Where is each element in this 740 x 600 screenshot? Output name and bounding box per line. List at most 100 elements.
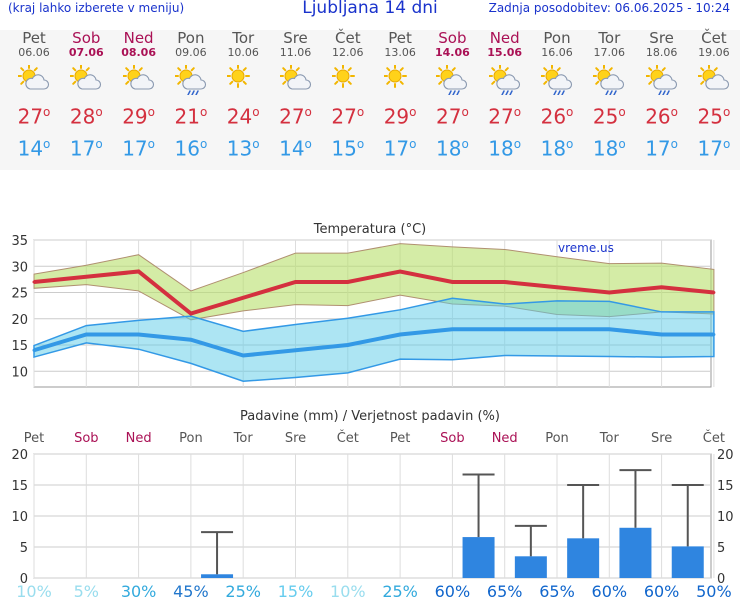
- temp-chart-title: Temperatura (°C): [313, 222, 426, 237]
- precip-ytick-left: 20: [11, 448, 28, 463]
- day-date: 07.06: [68, 46, 104, 59]
- temp-max-point: [241, 296, 245, 300]
- temp-max-point: [294, 280, 297, 284]
- precip-ytick-right: 15: [717, 479, 734, 494]
- day-date: 19.06: [698, 46, 730, 59]
- sun-cloud-rain-icon: [174, 65, 206, 95]
- day-date: 16.06: [541, 46, 573, 59]
- forecast-day: Pon 09.06 21o 16o: [165, 29, 217, 160]
- forecast-day: Sob 07.06 28o 17o: [60, 30, 112, 161]
- temp-min-point: [555, 327, 559, 331]
- temp-min: 17o: [645, 136, 678, 161]
- precip-bar: [619, 527, 652, 578]
- temp-min-point: [346, 343, 350, 347]
- temp-min-point: [241, 354, 245, 357]
- day-date: 18.06: [645, 46, 678, 59]
- day-date: 08.06: [121, 46, 156, 59]
- precip-xtick-label: Sob: [440, 431, 464, 446]
- sun-cloud-rain-icon: [593, 65, 625, 95]
- precip-probability: 25%: [382, 582, 418, 600]
- temp-max-point: [607, 291, 611, 294]
- forecast-day: Pon 16.06 26o 18o: [531, 29, 583, 161]
- precip-probability: 65%: [539, 582, 575, 600]
- forecast-day: Čet 12.06 27o 15o: [322, 29, 374, 161]
- temp-max-point: [189, 312, 193, 315]
- temp-min: 17o: [69, 136, 103, 161]
- day-name: Pet: [22, 29, 46, 47]
- day-date: 15.06: [487, 46, 523, 59]
- precip-bar: [201, 574, 234, 578]
- sun-cloud-rain-icon: [541, 65, 573, 95]
- precip-ytick-right: 0: [717, 572, 725, 587]
- precip-bar: [462, 537, 495, 578]
- day-date: 12.06: [332, 46, 364, 59]
- forecast-day: Čet 19.06 25o 17o: [688, 30, 740, 161]
- precip-probability: 65%: [487, 582, 523, 600]
- temp-min: 18o: [488, 136, 522, 161]
- day-name: Sre: [283, 29, 308, 47]
- temp-ytick-label: 20: [11, 313, 28, 328]
- temp-max: 27o: [331, 104, 365, 129]
- forecast-day: Pet 13.06 29o 17o: [374, 30, 426, 161]
- forecast-day: Tor 10.06 24o 13o: [217, 30, 269, 160]
- precip-bar: [514, 556, 547, 578]
- temp-min: 14o: [17, 136, 51, 161]
- temp-max-line: [33, 269, 715, 316]
- precip-xtick-label: Pet: [24, 431, 44, 446]
- precip-probability: 45%: [173, 582, 209, 600]
- temp-max: 29o: [383, 104, 417, 129]
- temp-ytick-label: 30: [11, 260, 28, 275]
- temp-max: 27o: [17, 104, 51, 129]
- temp-min: 17o: [697, 136, 731, 161]
- temp-min-point: [660, 333, 664, 336]
- sun-cloud-icon: [697, 65, 729, 90]
- precip-ytick-left: 15: [11, 479, 28, 494]
- day-name: Sob: [438, 29, 467, 47]
- temp-min: 17o: [383, 136, 417, 161]
- temp-ytick-label: 10: [11, 365, 28, 380]
- forecast-day: Pet 06.06 27o 14o: [8, 29, 60, 161]
- precip-bar: [671, 546, 704, 578]
- temp-min-point: [398, 333, 402, 336]
- temp-min: 15o: [331, 136, 365, 161]
- sun-cloud-icon: [122, 65, 154, 90]
- temp-max-point: [712, 291, 716, 294]
- sun-cloud-rain-icon: [436, 65, 468, 95]
- temp-min: 18o: [540, 136, 574, 161]
- temp-max: 27o: [279, 104, 312, 129]
- temp-max-point: [660, 285, 664, 289]
- temp-max: 25o: [592, 104, 626, 129]
- precip-xtick-label: Ned: [492, 431, 518, 446]
- temp-max-point: [32, 280, 36, 284]
- header: (kraj lahko izberete v meniju) Ljubljana…: [0, 0, 740, 20]
- temp-min: 14o: [279, 136, 312, 161]
- temp-min-line: [33, 327, 714, 358]
- day-name: Pon: [177, 29, 205, 47]
- precip-ytick-right: 5: [717, 541, 725, 556]
- temp-max-point: [137, 270, 141, 273]
- day-name: Pon: [543, 29, 571, 47]
- precip-xtick-label: Ned: [126, 431, 152, 446]
- temp-min-point: [189, 338, 193, 342]
- sun-cloud-icon: [70, 65, 102, 90]
- temp-ytick-label: 25: [11, 287, 28, 302]
- day-name: Ned: [489, 29, 520, 47]
- temp-max: 26o: [540, 104, 574, 129]
- precip-bar: [567, 538, 600, 578]
- precip-xtick-label: Sre: [651, 431, 672, 446]
- day-name: Čet: [335, 29, 361, 47]
- temp-max: 28o: [69, 104, 103, 129]
- precip-ytick-left: 5: [20, 541, 28, 556]
- temp-max-point: [503, 280, 507, 284]
- temp-max: 26o: [645, 104, 678, 129]
- temp-min-point: [294, 348, 297, 352]
- precip-probability: 60%: [644, 582, 680, 600]
- temp-max-point: [346, 280, 350, 284]
- precip-xtick-label: Čet: [337, 430, 359, 446]
- location-menu-hint[interactable]: (kraj lahko izberete v meniju): [8, 1, 185, 15]
- temp-max: 29o: [122, 104, 155, 129]
- temp-max-point: [398, 270, 402, 273]
- precip-probability: 60%: [592, 582, 628, 600]
- day-name: Tor: [598, 29, 621, 47]
- precip-ytick-right: 10: [717, 510, 734, 525]
